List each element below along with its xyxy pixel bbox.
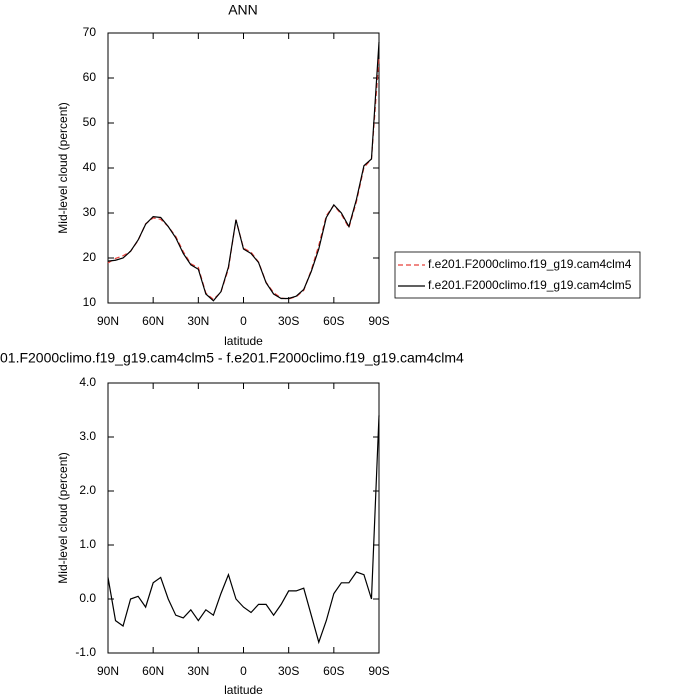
- x-tick-label: 90S: [368, 664, 389, 678]
- x-tick-label: 60S: [323, 314, 344, 328]
- plot-frame: [107, 382, 380, 654]
- data-line: [107, 41, 380, 302]
- x-tick-label: 60N: [142, 664, 164, 678]
- y-tick-label: 60: [83, 70, 97, 84]
- y-tick-label: 20: [83, 250, 97, 264]
- x-tick-label: 0: [240, 314, 247, 328]
- x-tick-label: 0: [240, 664, 247, 678]
- x-tick-label: 30N: [187, 664, 209, 678]
- data-line: [107, 415, 380, 645]
- chart-title: ANN: [228, 2, 258, 18]
- y-tick-label: 40: [83, 160, 97, 174]
- plot-frame: [107, 32, 380, 304]
- y-tick-label: 4.0: [79, 375, 96, 389]
- y-tick-label: 0.0: [79, 591, 96, 605]
- data-line: [107, 57, 380, 301]
- y-tick-label: 70: [83, 25, 97, 39]
- x-tick-label: 90S: [368, 314, 389, 328]
- y-tick-label: 3.0: [79, 429, 96, 443]
- y-tick-label: 2.0: [79, 483, 96, 497]
- y-axis-label: Mid-level cloud (percent): [56, 102, 70, 233]
- x-tick-label: 30S: [278, 664, 299, 678]
- x-tick-label: 90N: [97, 314, 119, 328]
- x-tick-label: 90N: [97, 664, 119, 678]
- legend-label: f.e201.F2000climo.f19_g19.cam4clm4: [428, 257, 632, 271]
- y-tick-label: -1.0: [75, 645, 96, 659]
- x-tick-label: 60S: [323, 664, 344, 678]
- x-tick-label: 30S: [278, 314, 299, 328]
- x-axis-label: latitude: [224, 334, 263, 348]
- chart-title: 01.F2000climo.f19_g19.cam4clm5 - f.e201.…: [0, 350, 464, 366]
- x-tick-label: 30N: [187, 314, 209, 328]
- legend-box: [394, 251, 641, 299]
- legend-label: f.e201.F2000climo.f19_g19.cam4clm5: [428, 278, 632, 292]
- y-tick-label: 1.0: [79, 537, 96, 551]
- y-tick-label: 10: [83, 295, 97, 309]
- y-tick-label: 50: [83, 115, 97, 129]
- x-tick-label: 60N: [142, 314, 164, 328]
- y-axis-label: Mid-level cloud (percent): [56, 452, 70, 583]
- x-axis-label: latitude: [224, 683, 263, 697]
- y-tick-label: 30: [83, 205, 97, 219]
